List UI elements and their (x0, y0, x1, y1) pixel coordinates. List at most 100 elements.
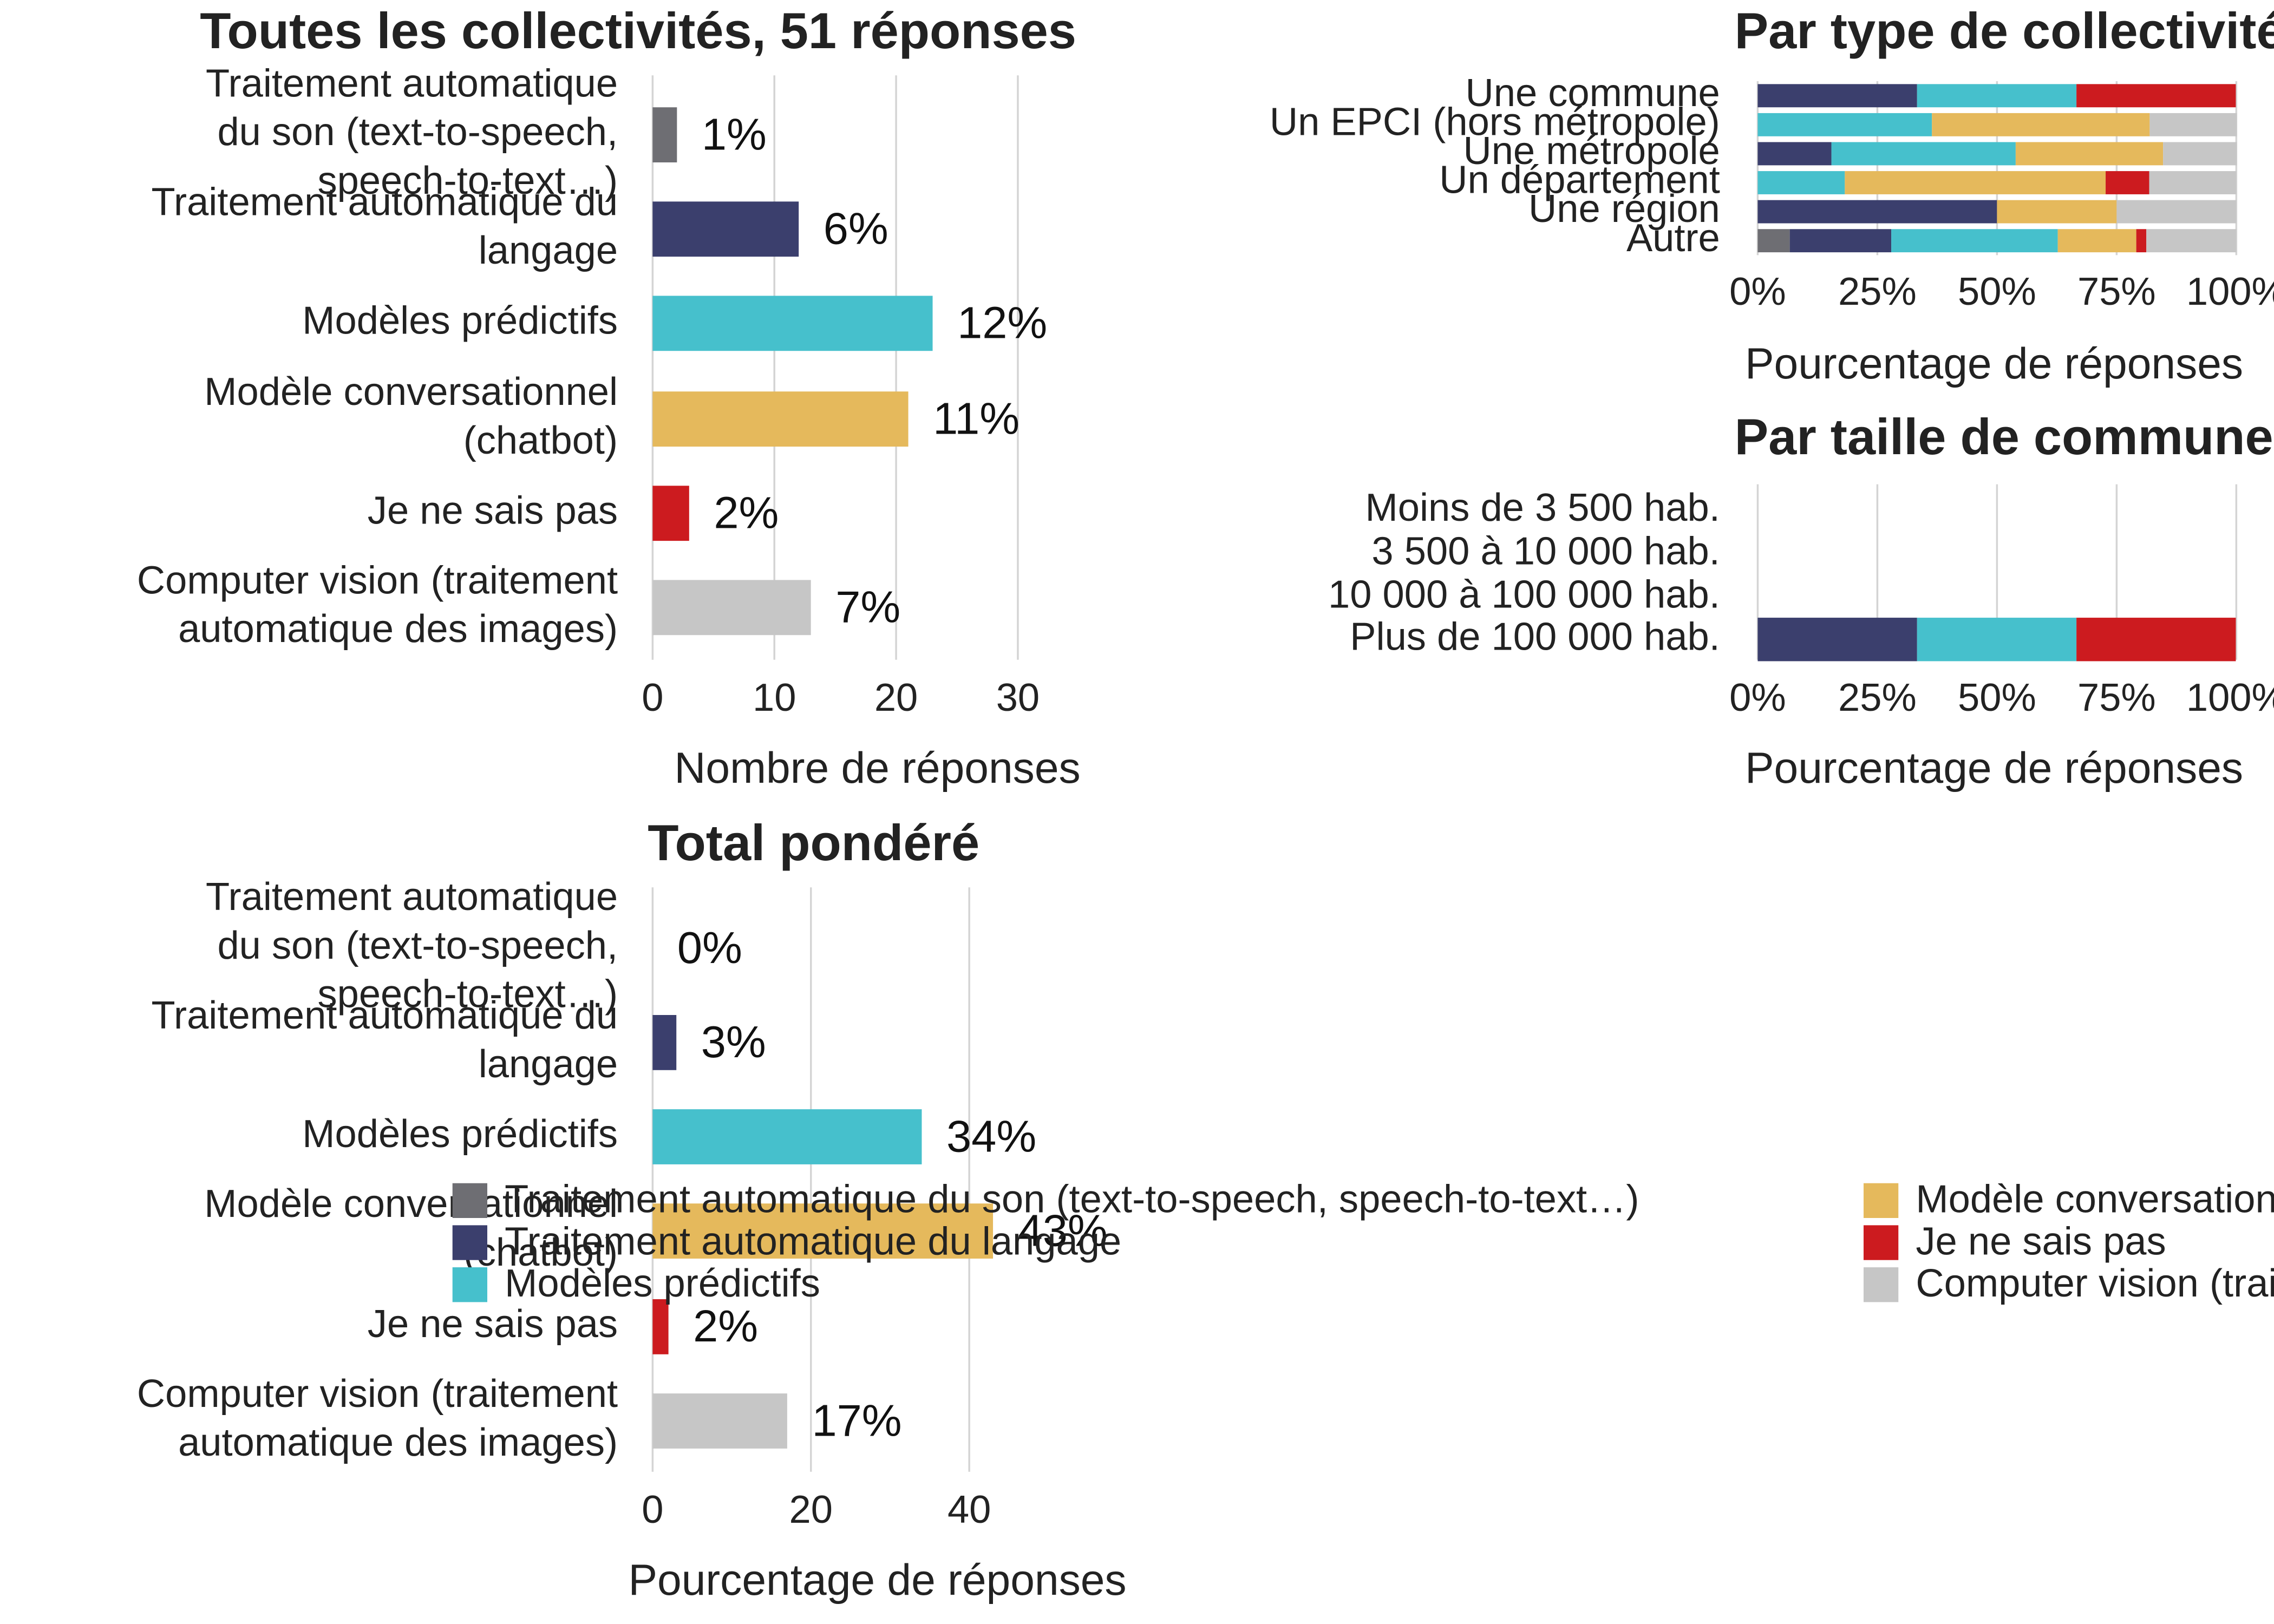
value-label: 34% (946, 1111, 1036, 1161)
value-label: 11% (933, 393, 1020, 443)
y-tick-label: 3 500 à 10 000 hab. (1371, 529, 1720, 573)
y-tick-label: Moins de 3 500 hab. (1365, 486, 1720, 529)
y-tick-label: Je ne sais pas (368, 489, 618, 532)
x-axis-label: Pourcentage de réponses (1745, 744, 2243, 793)
x-tick-label: 25% (1838, 676, 1917, 719)
legend-label: Je ne sais pas (1916, 1220, 2166, 1263)
bar-segment (1757, 84, 1917, 108)
value-label: 43% (1018, 1205, 1108, 1255)
y-tick-label: Un département (1439, 159, 1720, 202)
x-tick-label: 40 (948, 1488, 991, 1531)
legend-label: Modèles prédictifs (505, 1262, 820, 1305)
x-tick-label: 10 (753, 676, 796, 719)
x-tick-label: 20 (789, 1488, 833, 1531)
bar (652, 1299, 669, 1354)
value-label: 17% (812, 1395, 901, 1445)
x-tick-label: 75% (2077, 270, 2156, 313)
bar-segment (1917, 618, 2077, 662)
value-label: 2% (693, 1301, 758, 1351)
value-label: 1% (702, 109, 767, 159)
value-label: 3% (701, 1017, 766, 1067)
bar-segment (2076, 84, 2236, 108)
chart-title: Par type de collectivité (1735, 2, 2274, 59)
x-tick-label: 100% (2186, 676, 2274, 719)
bar-segment (1757, 229, 1790, 253)
bar (652, 391, 909, 447)
bar-segment (1831, 142, 2016, 166)
bar-segment (2076, 618, 2236, 662)
legend-swatch (452, 1225, 487, 1260)
legend-label: Traitement automatique du son (text-to-s… (505, 1178, 1639, 1221)
bar (652, 296, 933, 351)
bar-segment (1917, 84, 2077, 108)
x-tick-label: 75% (2077, 676, 2156, 719)
bar (652, 1203, 994, 1259)
legend-swatch (1863, 1225, 1899, 1260)
bar-segment (1757, 171, 1845, 194)
bar (652, 1015, 677, 1070)
y-tick-label: Une région (1528, 187, 1720, 231)
x-tick-label: 50% (1958, 676, 2036, 719)
bar-segment (1757, 200, 1997, 224)
x-tick-label: 0% (1729, 270, 1786, 313)
bar-segment (1757, 113, 1932, 136)
bar-segment (1789, 229, 1892, 253)
legend-swatch (1863, 1267, 1899, 1302)
y-tick-label: Modèles prédictifs (302, 299, 618, 342)
y-tick-label: Plus de 100 000 hab. (1350, 615, 1720, 658)
chart-title: Par taille de commune (1735, 408, 2273, 465)
bar (652, 201, 799, 257)
value-label: 12% (957, 298, 1047, 348)
x-tick-label: 0 (642, 676, 663, 719)
x-tick-label: 25% (1838, 270, 1917, 313)
x-tick-label: 100% (2186, 270, 2274, 313)
y-tick-label: Traitement automatique du son (text-to-sp… (206, 875, 618, 1016)
bar (652, 1393, 787, 1449)
bar-segment (1932, 113, 2150, 136)
bar-segment (1757, 142, 1832, 166)
y-tick-label: Traitement automatique du son (text-to-sp… (206, 62, 618, 202)
bar-segment (2146, 229, 2237, 253)
bar (652, 107, 677, 162)
y-tick-label: Un EPCI (hors métropole) (1270, 100, 1720, 143)
x-tick-label: 50% (1958, 270, 2036, 313)
bar-segment (2163, 142, 2237, 166)
bar-segment (2136, 229, 2147, 253)
bar-segment (2149, 113, 2237, 136)
x-axis-label: Pourcentage de réponses (1745, 339, 2243, 388)
y-tick-label: Computer vision (traitement automatique d… (137, 559, 618, 651)
y-tick-label: Traitement automatique du langage (152, 180, 618, 272)
y-tick-label: Une commune (1466, 71, 1720, 115)
bar (652, 486, 689, 541)
y-tick-label: Autre (1626, 217, 1720, 260)
x-tick-label: 30 (996, 676, 1040, 719)
chart-title: Toutes les collectivités, 51 réponses (200, 2, 1076, 59)
bar-segment (2015, 142, 2164, 166)
x-axis-label: Pourcentage de réponses (628, 1556, 1126, 1605)
value-label: 0% (677, 922, 742, 973)
bar-segment (2057, 229, 2136, 253)
legend-label: Traitement automatique du langage (505, 1220, 1121, 1263)
bar-segment (2106, 171, 2149, 194)
x-tick-label: 0 (642, 1488, 663, 1531)
legend-swatch (452, 1267, 487, 1302)
bar-segment (2116, 200, 2237, 224)
bar-segment (1845, 171, 2106, 194)
y-tick-label: Modèle conversationnel (chatbot) (204, 1182, 618, 1274)
legend-swatch (1863, 1183, 1899, 1218)
legend-label: Modèle conversationnel (chatbot) (1916, 1178, 2274, 1221)
x-tick-label: 20 (874, 676, 918, 719)
y-tick-label: 10 000 à 100 000 hab. (1328, 573, 1720, 617)
legend-swatch (452, 1183, 487, 1218)
legend-label: Computer vision (traitement automatique … (1916, 1262, 2274, 1305)
y-tick-label: Traitement automatique du langage (152, 994, 618, 1086)
y-tick-label: Une métropole (1463, 129, 1720, 173)
value-label: 2% (714, 488, 779, 538)
bar (652, 580, 811, 636)
x-tick-label: 0% (1729, 676, 1786, 719)
chart-title: Total pondéré (648, 814, 979, 871)
bar (652, 1109, 922, 1164)
bar-segment (1757, 618, 1917, 662)
